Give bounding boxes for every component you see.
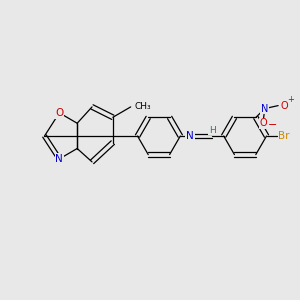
Text: O: O — [280, 100, 288, 111]
Text: H: H — [209, 125, 216, 134]
Text: O: O — [55, 108, 64, 118]
Text: O: O — [260, 118, 267, 128]
Text: +: + — [288, 95, 295, 104]
Text: N: N — [56, 154, 63, 164]
Text: −: − — [268, 120, 278, 130]
Text: Br: Br — [278, 131, 290, 141]
Text: N: N — [186, 131, 194, 141]
Text: N: N — [261, 103, 268, 114]
Text: CH₃: CH₃ — [134, 102, 151, 111]
